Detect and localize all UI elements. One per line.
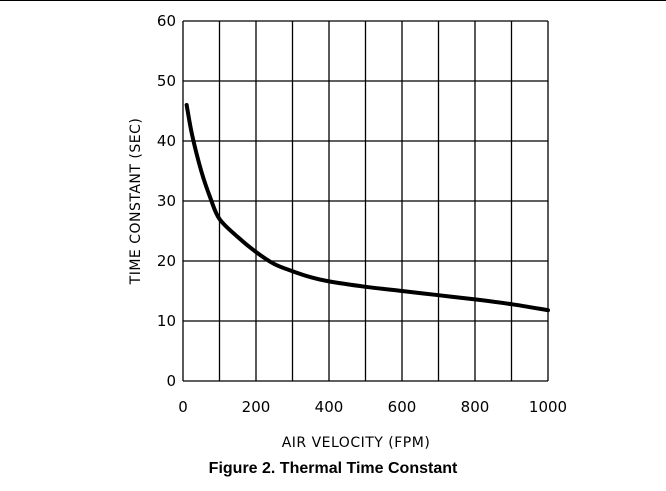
y-tick-label-30: 30 bbox=[157, 192, 176, 210]
y-tick-label-50: 50 bbox=[157, 72, 176, 90]
y-tick-label-20: 20 bbox=[157, 252, 176, 270]
figure-caption: Figure 2. Thermal Time Constant bbox=[208, 460, 458, 477]
y-tick-label-60: 60 bbox=[157, 12, 176, 30]
y-tick-label-0: 0 bbox=[166, 372, 176, 390]
y-tick-label-40: 40 bbox=[157, 132, 176, 150]
series-line-0 bbox=[184, 103, 550, 313]
thermal-time-constant-chart: 0 10 20 30 40 50 60 0 200 400 600 800 1000 AIR VELO… bbox=[128, 12, 567, 451]
y-tick-label-10: 10 bbox=[157, 312, 176, 330]
x-tick-label-1000: 1000 bbox=[529, 398, 567, 416]
x-tick-label-400: 400 bbox=[315, 398, 344, 416]
y-axis-label: TIME CONSTANT (SEC) bbox=[128, 118, 144, 286]
x-tick-label-200: 200 bbox=[242, 398, 271, 416]
x-tick-label-800: 800 bbox=[461, 398, 490, 416]
x-axis-label: AIR VELOCITY (FPM) bbox=[282, 435, 431, 451]
series-group bbox=[184, 103, 550, 313]
top-rule bbox=[0, 0, 666, 1]
x-tick-label-600: 600 bbox=[388, 398, 417, 416]
grid bbox=[182, 20, 549, 382]
y-tick-labels: 0 10 20 30 40 50 60 bbox=[157, 12, 176, 390]
x-tick-labels: 0 200 400 600 800 1000 bbox=[178, 398, 567, 416]
x-tick-label-0: 0 bbox=[178, 398, 188, 416]
